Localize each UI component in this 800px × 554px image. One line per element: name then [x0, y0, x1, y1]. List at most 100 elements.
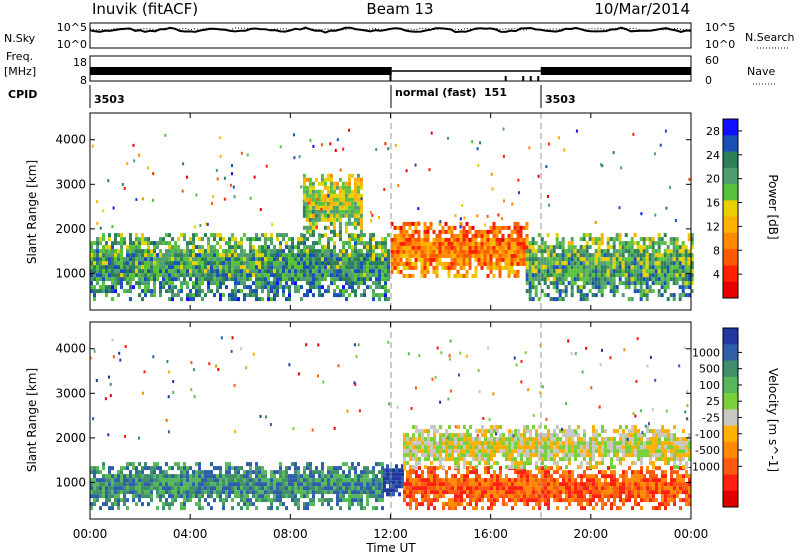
heatmap-cell	[673, 494, 676, 499]
heatmap-cell	[664, 502, 667, 507]
heatmap-cell	[297, 257, 300, 262]
heatmap-cell	[159, 257, 162, 262]
heatmap-cell	[630, 261, 634, 266]
heatmap-cell	[571, 486, 574, 491]
heatmap-cell	[403, 498, 406, 503]
heatmap-cell	[663, 249, 667, 254]
heatmap-cell	[341, 209, 345, 214]
heatmap-cell	[303, 486, 306, 491]
heatmap-cell	[360, 482, 363, 487]
heatmap-cell	[225, 273, 228, 278]
heatmap-cell	[684, 269, 688, 274]
heatmap-cell	[390, 249, 394, 254]
heatmap-cell	[586, 474, 589, 479]
heatmap-cell	[570, 293, 574, 298]
heatmap-cell	[168, 502, 171, 507]
heatmap-cell	[114, 482, 117, 487]
heatmap-cell	[663, 233, 667, 238]
heatmap-cell	[333, 281, 336, 286]
heatmap-cell	[582, 249, 586, 254]
heatmap-cell	[481, 478, 484, 483]
heatmap-cell	[651, 253, 655, 258]
heatmap-cell	[276, 494, 279, 499]
heatmap-cell	[359, 201, 363, 206]
heatmap-cell	[585, 257, 589, 262]
heatmap-cell	[327, 273, 330, 278]
heatmap-cell	[669, 261, 673, 266]
heatmap-cell	[427, 429, 430, 434]
heatmap-cell	[567, 261, 571, 266]
heatmap-cell	[171, 249, 174, 254]
heatmap-cell	[472, 494, 475, 499]
heatmap-cell	[540, 253, 544, 258]
heatmap-cell	[246, 277, 249, 282]
heatmap-cell	[607, 498, 610, 503]
heatmap-cell	[499, 437, 502, 442]
heatmap-cell	[679, 478, 682, 483]
heatmap-cell	[447, 229, 451, 234]
heatmap-cell	[129, 482, 132, 487]
heatmap-cell	[120, 474, 123, 479]
heatmap-cell	[541, 461, 544, 466]
heatmap-cell	[652, 490, 655, 495]
heatmap-cell	[664, 474, 667, 479]
heatmap-cell	[216, 289, 219, 294]
heatmap-cell	[90, 466, 93, 471]
heatmap-cell	[333, 289, 336, 294]
heatmap-cell	[528, 273, 532, 278]
heatmap-cell	[243, 482, 246, 487]
heatmap-cell	[303, 502, 306, 507]
heatmap-cell	[463, 486, 466, 491]
heatmap-cell	[508, 482, 511, 487]
heatmap-cell	[487, 457, 490, 462]
heatmap-cell	[678, 265, 682, 270]
heatmap-cell	[640, 482, 643, 487]
heatmap-cell	[417, 253, 421, 258]
heatmap-cell	[438, 249, 442, 254]
heatmap-cell	[147, 494, 150, 499]
heatmap-cell	[276, 269, 279, 274]
heatmap-cell	[345, 482, 348, 487]
heatmap-cell	[318, 273, 321, 278]
heatmap-cell	[516, 273, 520, 278]
heatmap-cell	[612, 293, 616, 298]
heatmap-cell	[663, 269, 667, 274]
heatmap-cell	[486, 229, 490, 234]
heatmap-cell	[529, 474, 532, 479]
heatmap-cell	[622, 470, 625, 475]
heatmap-cell	[591, 261, 595, 266]
heatmap-cell	[657, 293, 661, 298]
heatmap-cell	[353, 225, 357, 230]
heatmap-cell	[255, 506, 258, 511]
heatmap-cell	[159, 241, 162, 246]
heatmap-cell	[427, 449, 430, 454]
heatmap-cell	[294, 498, 297, 503]
heatmap-cell	[481, 494, 484, 499]
heatmap-cell	[333, 474, 336, 479]
heatmap-cell	[297, 253, 300, 258]
heatmap-cell	[386, 464, 389, 469]
heatmap-cell	[174, 486, 177, 491]
heatmap-cell	[294, 269, 297, 274]
heatmap-cell	[484, 429, 487, 434]
heatmap-cell	[138, 498, 141, 503]
heatmap-cell	[291, 265, 294, 270]
heatmap-cell	[684, 261, 688, 266]
heatmap-cell	[622, 478, 625, 483]
heatmap-cell	[90, 277, 93, 282]
heatmap-cell	[597, 277, 601, 282]
heatmap-cell	[135, 198, 138, 201]
heatmap-cell	[174, 293, 177, 298]
heatmap-cell	[529, 461, 532, 466]
heatmap-cell	[309, 277, 312, 282]
heatmap-cell	[424, 449, 427, 454]
heatmap-cell	[583, 506, 586, 511]
heatmap-cell	[288, 474, 291, 479]
heatmap-cell	[687, 281, 691, 286]
heatmap-cell	[451, 437, 454, 442]
heatmap-cell	[177, 269, 180, 274]
heatmap-cell	[538, 457, 541, 462]
heatmap-cell	[150, 470, 153, 475]
heatmap-cell	[663, 265, 667, 270]
heatmap-cell	[499, 445, 502, 450]
